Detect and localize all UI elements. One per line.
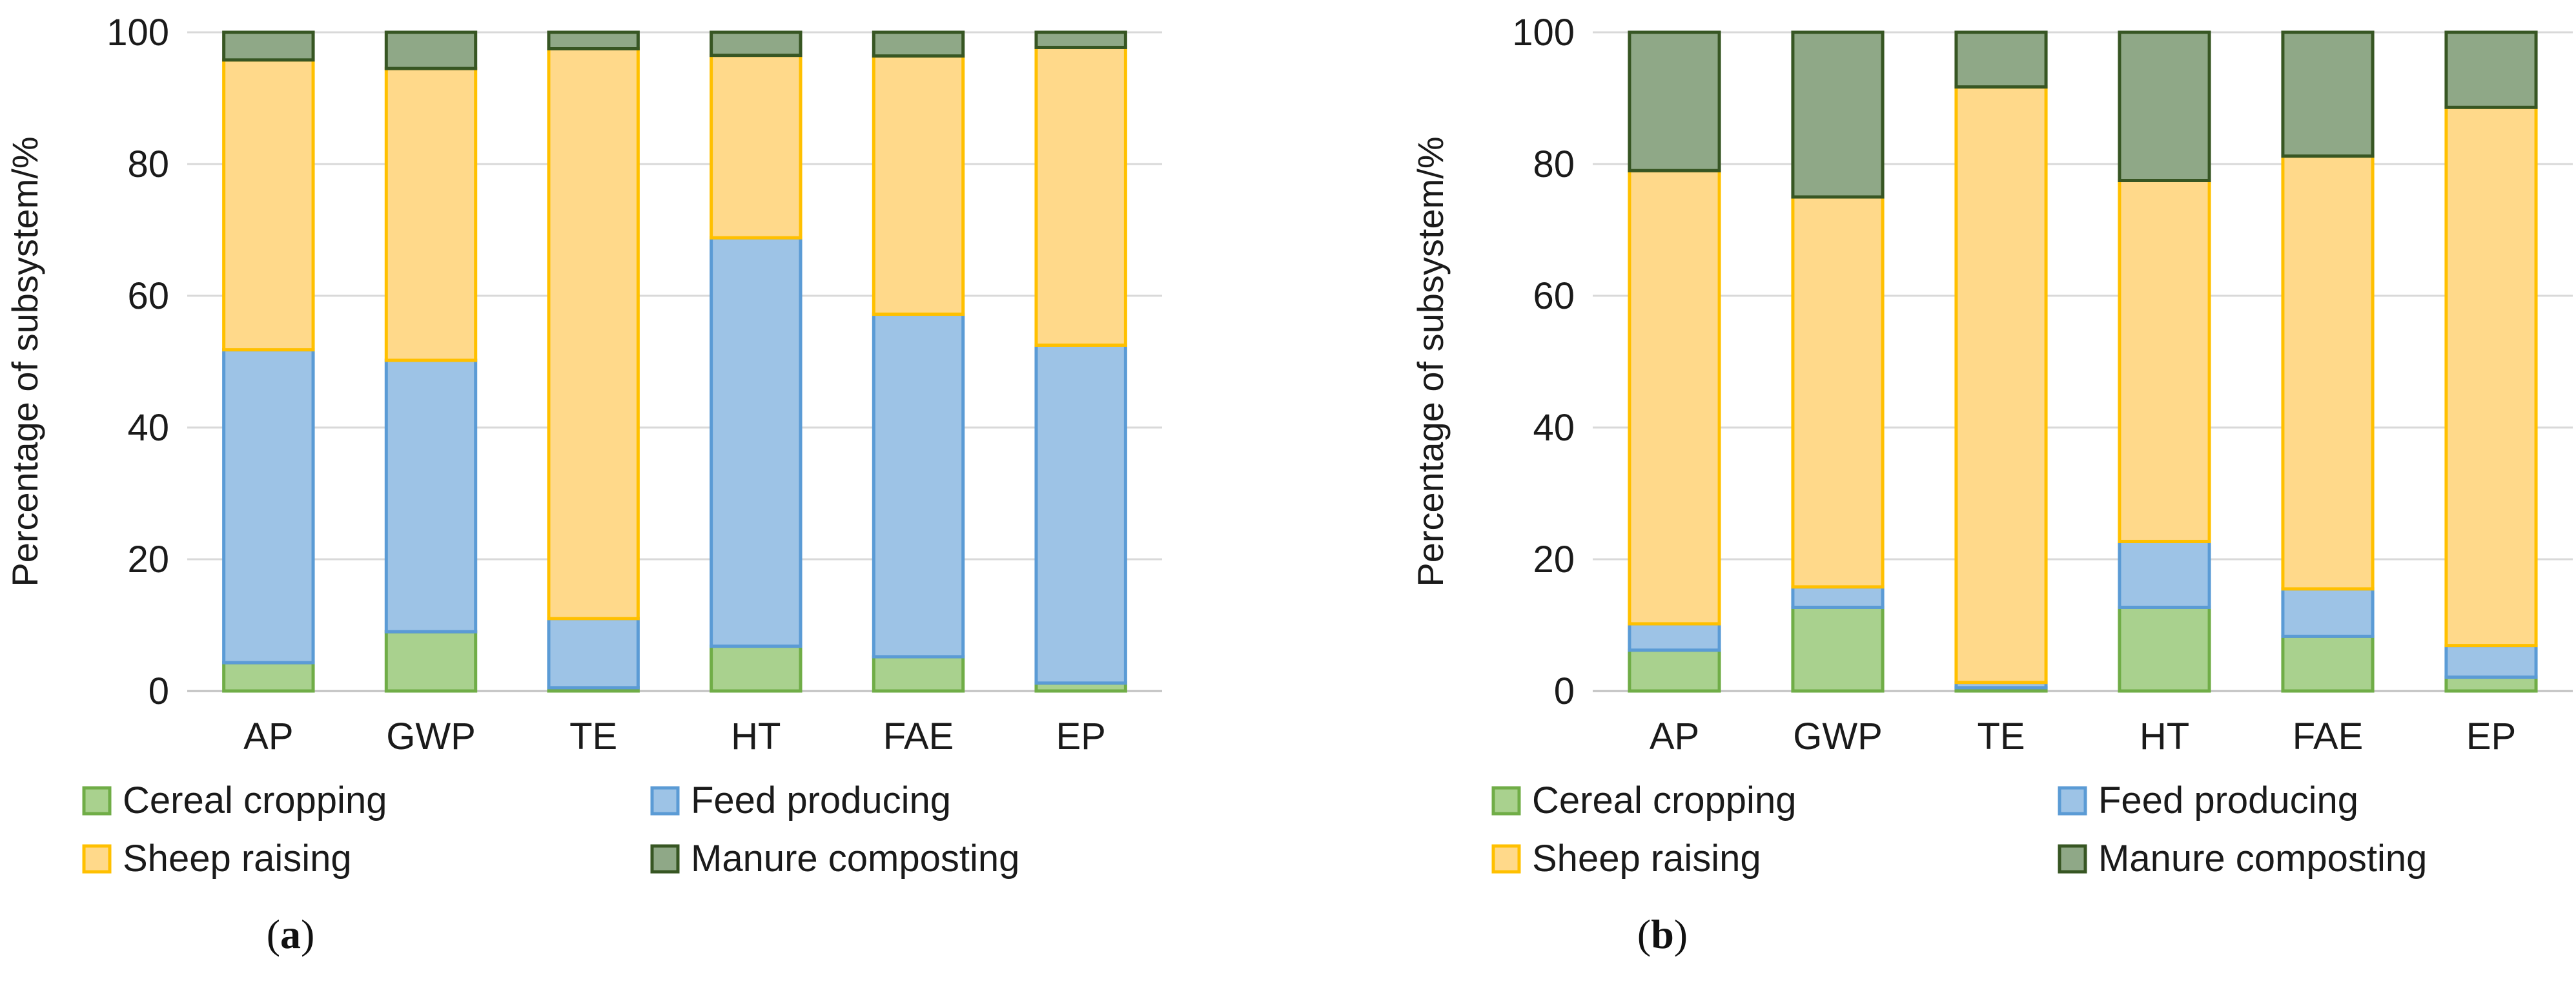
y-tick-label: 80	[127, 143, 169, 185]
panel-label-a: (a)	[266, 911, 315, 957]
legend-label-cereal-cropping: Cereal cropping	[1532, 779, 1796, 821]
bar-ap-sheep-raising	[1628, 169, 1721, 626]
y-tick-label: 0	[148, 670, 169, 712]
x-tick-label: EP	[1056, 716, 1105, 758]
y-tick-label: 100	[107, 12, 169, 54]
bar-ht-manure-composting	[2118, 30, 2211, 182]
y-tick-label: 40	[1533, 407, 1575, 449]
chart-panel-b: 0 20 40 60 80 100 Percentage of subsystem/% AP G…	[1288, 0, 2576, 987]
bar-ht-cereal-cropping	[710, 645, 802, 693]
bar-ap-manure-composting	[1628, 30, 1721, 172]
legend-swatch-cereal-cropping	[82, 786, 112, 816]
legend-label-manure-composting: Manure composting	[691, 838, 1019, 880]
y-tick-label: 0	[1554, 670, 1575, 712]
bar-ap-manure-composting	[222, 30, 315, 62]
bar-gwp-feed-producing	[1791, 585, 1885, 609]
bar-ep-sheep-raising	[1034, 45, 1127, 347]
bar-fae-cereal-cropping	[872, 655, 965, 693]
legend-label-feed-producing: Feed producing	[691, 779, 951, 821]
bar-ep-sheep-raising	[2444, 105, 2538, 648]
bar-gwp-sheep-raising	[1791, 195, 1885, 589]
bar-fae-feed-producing	[2281, 587, 2375, 638]
y-tick-label: 20	[127, 539, 169, 581]
legend-swatch-feed-producing	[2058, 786, 2087, 816]
y-axis-title: Percentage of subsystem/%	[1410, 136, 1451, 586]
bar-ep-feed-producing	[2444, 644, 2538, 679]
x-tick-label: TE	[1977, 716, 2025, 758]
bar-fae-manure-composting	[872, 30, 965, 58]
bar-te-sheep-raising	[1954, 85, 2048, 685]
bar-ap-sheep-raising	[222, 58, 315, 352]
x-tick-label: AP	[1650, 716, 1699, 758]
bar-fae-manure-composting	[2281, 30, 2375, 158]
bar-gwp-feed-producing	[384, 358, 478, 634]
x-tick-label: FAE	[883, 716, 954, 758]
bar-gwp-manure-composting	[1791, 30, 1885, 199]
chart-panel-a: 0 20 40 60 80 100 Percentage of subsystem/% AP G…	[0, 0, 1288, 987]
bar-ht-sheep-raising	[2118, 179, 2211, 543]
bar-te-sheep-raising	[547, 47, 640, 621]
legend-swatch-manure-composting	[650, 844, 680, 874]
bar-ap-cereal-cropping	[222, 661, 315, 693]
legend-label-sheep-raising: Sheep raising	[123, 838, 352, 880]
legend-label-manure-composting: Manure composting	[2098, 838, 2427, 880]
bar-gwp-cereal-cropping	[384, 630, 478, 693]
bar-gwp-manure-composting	[384, 30, 478, 70]
bar-te-manure-composting	[1954, 30, 2048, 89]
bar-gwp-cereal-cropping	[1791, 605, 1885, 693]
stacked-bar-chart-a: 0 20 40 60 80 100 Percentage of subsystem/% AP G…	[5, 12, 1162, 880]
y-tick-label: 20	[1533, 539, 1575, 581]
bar-te-feed-producing	[547, 617, 640, 690]
x-tick-label: AP	[243, 716, 293, 758]
bar-ep-manure-composting	[1034, 30, 1127, 49]
x-tick-label: TE	[569, 716, 617, 758]
bar-ht-feed-producing	[2118, 539, 2211, 609]
bar-ep-manure-composting	[2444, 30, 2538, 109]
bar-fae-cereal-cropping	[2281, 634, 2375, 693]
panel-label-b: (b)	[1637, 911, 1688, 957]
bar-ht-manure-composting	[710, 30, 802, 57]
bar-fae-sheep-raising	[2281, 154, 2375, 591]
x-tick-label: HT	[2140, 716, 2189, 758]
y-tick-label: 80	[1533, 143, 1575, 185]
bar-gwp-sheep-raising	[384, 67, 478, 362]
x-tick-label: FAE	[2293, 716, 2364, 758]
y-tick-label: 100	[1512, 12, 1575, 54]
bar-ep-feed-producing	[1034, 344, 1127, 685]
bar-ht-sheep-raising	[710, 54, 802, 240]
legend-swatch-manure-composting	[2058, 844, 2087, 874]
bar-ap-cereal-cropping	[1628, 648, 1721, 693]
bar-ap-feed-producing	[222, 348, 315, 665]
y-tick-label: 60	[127, 275, 169, 317]
bar-ap-feed-producing	[1628, 622, 1721, 652]
x-tick-label: GWP	[386, 716, 476, 758]
legend-label-cereal-cropping: Cereal cropping	[123, 779, 387, 821]
y-tick-label: 60	[1533, 275, 1575, 317]
x-tick-label: GWP	[1793, 716, 1883, 758]
legend-swatch-feed-producing	[650, 786, 680, 816]
x-tick-label: HT	[731, 716, 781, 758]
bar-ht-cereal-cropping	[2118, 605, 2211, 693]
stacked-bar-chart-b: 0 20 40 60 80 100 Percentage of subsystem/% AP G…	[1410, 12, 2573, 880]
bar-fae-sheep-raising	[872, 54, 965, 316]
legend-label-feed-producing: Feed producing	[2098, 779, 2358, 821]
legend-label-sheep-raising: Sheep raising	[1532, 838, 1761, 880]
bar-ep-cereal-cropping	[2444, 675, 2538, 693]
y-tick-label: 40	[127, 407, 169, 449]
y-axis-title: Percentage of subsystem/%	[5, 136, 45, 586]
bar-te-manure-composting	[547, 30, 640, 50]
legend-swatch-sheep-raising	[1491, 844, 1521, 874]
x-tick-label: EP	[2466, 716, 2516, 758]
legend-swatch-cereal-cropping	[1491, 786, 1521, 816]
bar-ht-feed-producing	[710, 236, 802, 648]
legend-swatch-sheep-raising	[82, 844, 112, 874]
bar-fae-feed-producing	[872, 313, 965, 659]
